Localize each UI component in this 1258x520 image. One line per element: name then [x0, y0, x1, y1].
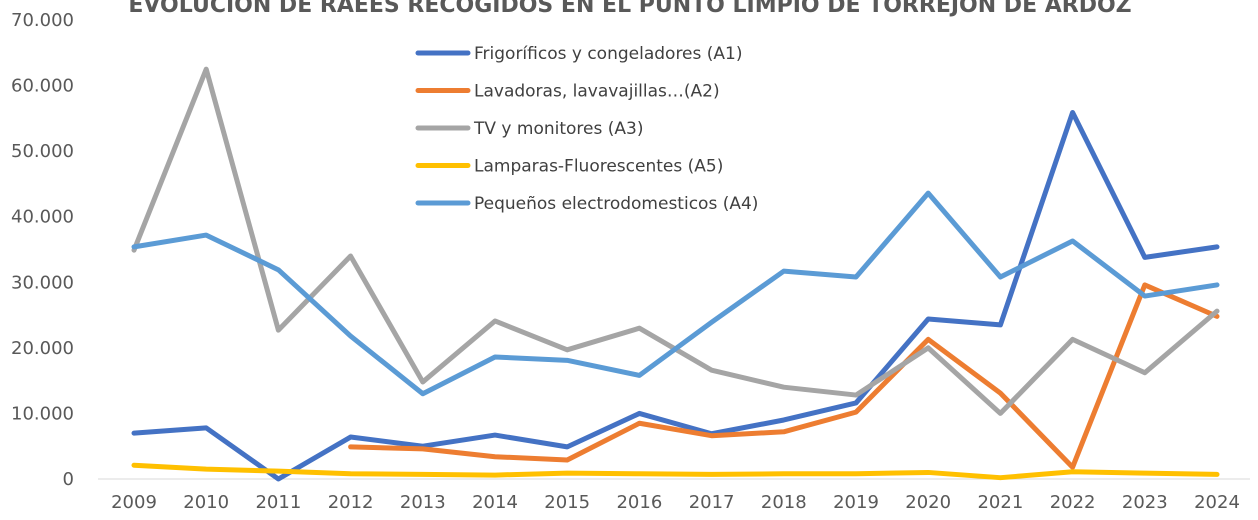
x-tick-label: 2020 [905, 492, 951, 513]
series-line [131, 190, 1220, 397]
legend-label: Frigoríficos y congeladores (A1) [474, 44, 743, 64]
x-tick-label: 2024 [1194, 492, 1240, 513]
x-tick-label: 2023 [1122, 492, 1168, 513]
y-tick-label: 0 [63, 469, 74, 490]
series-line [131, 109, 1220, 482]
x-tick-label: 2015 [544, 492, 590, 513]
x-tick-label: 2010 [183, 492, 229, 513]
y-tick-label: 20.000 [11, 338, 74, 359]
chart-title: EVOLUCIÓN DE RAEES RECOGIDOS EN EL PUNTO… [128, 0, 1131, 18]
legend-label: TV y monitores (A3) [473, 119, 643, 139]
x-tick-label: 2012 [328, 492, 374, 513]
x-tick-label: 2009 [111, 492, 157, 513]
legend-label: Lavadoras, lavavajillas…(A2) [474, 82, 720, 102]
y-tick-label: 30.000 [11, 272, 74, 293]
x-tick-label: 2016 [616, 492, 662, 513]
y-tick-label: 10.000 [11, 403, 74, 424]
x-tick-label: 2014 [472, 492, 518, 513]
x-tick-label: 2013 [400, 492, 446, 513]
series-line [131, 66, 1220, 416]
x-tick-label: 2021 [977, 492, 1023, 513]
y-tick-label: 60.000 [11, 76, 74, 97]
x-tick-label: 2022 [1050, 492, 1096, 513]
series-line [348, 282, 1220, 470]
y-tick-label: 40.000 [11, 207, 74, 228]
x-tick-label: 2011 [255, 492, 301, 513]
x-tick-label: 2018 [761, 492, 807, 513]
legend-label: Lamparas-Fluorescentes (A5) [474, 157, 723, 177]
x-tick-label: 2017 [689, 492, 735, 513]
y-tick-label: 70.000 [11, 10, 74, 31]
x-tick-label: 2019 [833, 492, 879, 513]
y-tick-label: 50.000 [11, 141, 74, 162]
series-line [131, 462, 1220, 481]
legend-label: Pequeños electrodomesticos (A4) [474, 194, 758, 214]
